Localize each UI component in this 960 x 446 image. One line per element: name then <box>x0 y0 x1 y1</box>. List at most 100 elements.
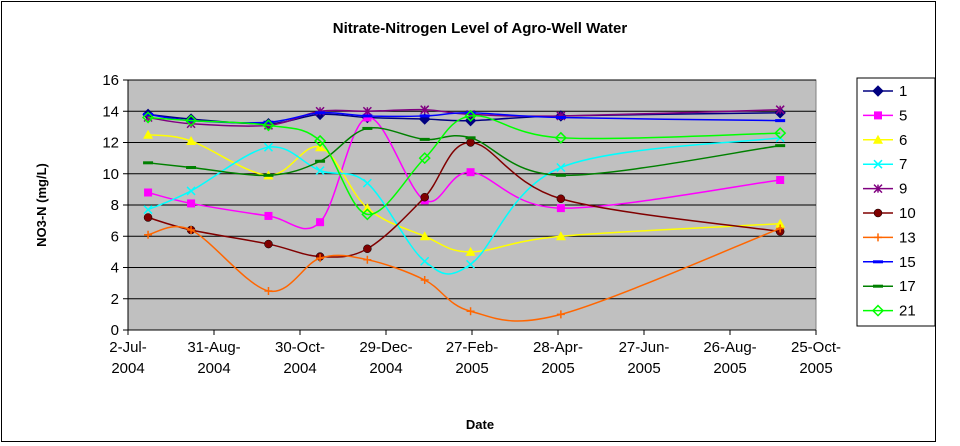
legend-label: 17 <box>899 278 916 295</box>
marker <box>314 134 327 147</box>
marker <box>264 286 273 295</box>
marker <box>465 246 476 256</box>
marker <box>466 307 475 316</box>
x-tick-label: 25-Oct-2005 <box>791 339 841 377</box>
x-tick-label: 31-Aug-2004 <box>187 339 240 377</box>
marker <box>363 113 372 122</box>
series <box>143 138 785 261</box>
marker <box>263 173 274 177</box>
marker <box>362 126 373 130</box>
legend-label: 21 <box>899 303 916 320</box>
marker <box>363 244 372 253</box>
series <box>144 224 785 322</box>
marker <box>419 231 430 241</box>
marker <box>263 120 274 124</box>
marker <box>420 256 430 266</box>
x-tick-label: 26-Aug-2005 <box>703 339 756 377</box>
line <box>147 108 781 127</box>
marker <box>555 116 566 119</box>
legend <box>856 77 936 327</box>
marker <box>554 131 567 144</box>
marker <box>466 138 475 147</box>
marker <box>775 218 786 228</box>
marker <box>187 226 196 234</box>
marker <box>871 304 885 317</box>
marker <box>362 203 373 213</box>
marker <box>873 260 883 264</box>
marker <box>186 186 196 196</box>
y-tick-label: 6 <box>111 228 119 245</box>
marker <box>143 205 153 215</box>
marker <box>420 105 430 115</box>
marker <box>143 112 154 116</box>
y-tick-label: 8 <box>111 197 119 214</box>
y-tick-label: 12 <box>102 135 119 152</box>
marker <box>872 85 884 97</box>
marker <box>466 168 475 177</box>
marker <box>556 162 566 173</box>
marker <box>873 159 883 169</box>
x-tick-label: 30-Oct-2004 <box>275 339 325 377</box>
marker <box>262 119 275 132</box>
marker <box>315 166 325 176</box>
series <box>143 129 786 256</box>
marker <box>775 144 786 148</box>
marker <box>143 129 154 139</box>
marker <box>144 188 153 197</box>
x-tick-label: 28-Apr-2005 <box>533 339 583 377</box>
x-tick-label: 27-Jun-2005 <box>619 339 670 377</box>
x-tick-label: 27-Feb-2005 <box>446 339 499 377</box>
x-tick-label: 2-Jul-2004 <box>109 339 147 377</box>
marker <box>874 233 882 242</box>
marker <box>315 159 326 163</box>
series <box>142 109 787 221</box>
y-tick-label: 2 <box>111 291 119 308</box>
y-tick-label: 0 <box>111 322 119 339</box>
series <box>143 133 785 275</box>
marker <box>362 178 372 188</box>
marker <box>142 111 155 124</box>
marker <box>776 176 785 184</box>
y-tick-label: 16 <box>102 72 119 89</box>
marker <box>774 127 787 140</box>
marker <box>556 204 565 213</box>
marker <box>143 161 154 165</box>
legend-label: 10 <box>899 205 916 222</box>
marker <box>555 173 566 177</box>
legend-label: 5 <box>899 107 907 124</box>
marker <box>464 109 477 122</box>
marker <box>315 111 326 115</box>
chart-title: Nitrate-Nitrogen Level of Agro-Well Wate… <box>333 20 628 37</box>
marker <box>362 114 373 118</box>
marker <box>419 137 430 141</box>
marker <box>776 224 785 233</box>
y-tick-label: 10 <box>102 166 119 183</box>
marker <box>775 119 786 123</box>
marker <box>420 276 429 284</box>
marker <box>873 284 883 288</box>
marker <box>418 152 431 165</box>
y-tick-label: 4 <box>111 260 119 277</box>
x-tick-label: 29-Dec-2004 <box>359 339 412 377</box>
marker <box>316 218 325 227</box>
marker <box>361 208 374 221</box>
marker <box>143 213 153 222</box>
marker <box>263 142 273 152</box>
line <box>147 225 781 322</box>
marker <box>873 208 883 218</box>
legend-label: 6 <box>899 132 907 149</box>
x-axis-title: Date <box>466 417 494 432</box>
marker <box>363 255 372 264</box>
marker <box>186 166 197 169</box>
marker <box>419 114 430 118</box>
marker <box>185 114 198 127</box>
marker <box>187 199 196 208</box>
marker <box>874 111 882 120</box>
marker <box>555 231 566 241</box>
line <box>147 127 781 177</box>
marker <box>362 106 372 116</box>
legend-label: 1 <box>899 83 907 100</box>
marker <box>775 105 785 115</box>
marker <box>466 259 476 269</box>
